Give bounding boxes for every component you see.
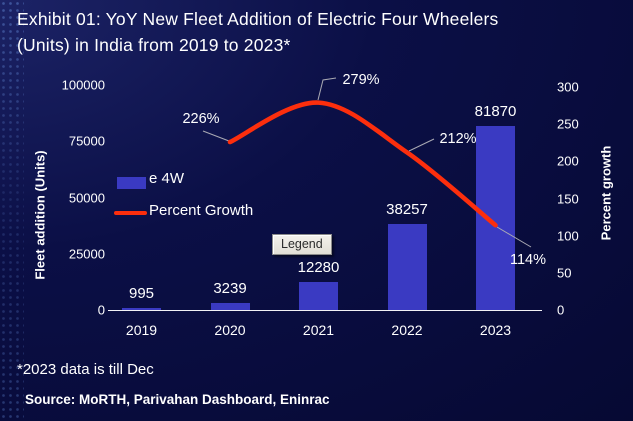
left-axis-tick: 0: [97, 302, 105, 318]
x-axis-label: 2021: [302, 322, 335, 338]
source-line: Source: MoRTH, Parivahan Dashboard, Enin…: [25, 392, 330, 407]
right-axis-title: Percent growth: [598, 145, 614, 241]
left-axis-tick: 100000: [61, 77, 105, 93]
chart-title-line1: Exhibit 01: YoY New Fleet Addition of El…: [17, 9, 499, 29]
left-axis-title: Fleet addition (Units): [32, 150, 48, 280]
annotation-leader: [202, 130, 230, 142]
right-axis-tick: 50: [557, 265, 572, 281]
bar-2019[interactable]: [122, 307, 161, 310]
right-axis-tick: 250: [557, 116, 579, 132]
legend-bar-swatch: [117, 177, 146, 189]
bar-2020[interactable]: [210, 302, 250, 310]
right-axis-tick: 0: [557, 302, 565, 318]
growth-annotation: 114%: [509, 252, 547, 268]
right-axis-tick: 200: [557, 153, 579, 169]
growth-annotation: 279%: [342, 72, 380, 88]
chart-title-line2: (Units) in India from 2019 to 2023*: [17, 35, 291, 55]
annotation-leader: [317, 77, 337, 101]
right-axis-tick: 300: [557, 79, 579, 95]
chart-legend[interactable]: e 4W Percent Growth: [112, 170, 272, 228]
growth-annotation: 212%: [439, 131, 477, 147]
growth-annotation: 226%: [182, 111, 220, 127]
x-axis-line: [108, 310, 542, 312]
bar-value-label: 38257: [386, 200, 428, 218]
right-axis-tick: 150: [557, 191, 579, 207]
legend-hover-tooltip: Legend: [272, 234, 332, 255]
x-axis-label: 2020: [214, 322, 246, 338]
left-axis-tick: 50000: [68, 190, 105, 206]
left-axis-tick: 25000: [68, 246, 105, 262]
bar-value-label: 3239: [213, 279, 247, 297]
annotation-leader: [408, 138, 435, 152]
bar-value-label: 995: [128, 284, 155, 302]
legend-line-label: Percent Growth: [149, 202, 254, 219]
bar-value-label: 12280: [297, 259, 340, 277]
right-axis-tick: 100: [557, 228, 579, 244]
left-axis-tick: 75000: [68, 133, 105, 149]
legend-line-swatch: [114, 211, 147, 215]
x-axis-label: 2019: [125, 322, 158, 338]
decorative-dot-pattern: [0, 0, 24, 421]
x-axis-label: 2022: [391, 322, 423, 338]
bar-value-label: 81870: [474, 102, 517, 120]
chart-title: Exhibit 01: YoY New Fleet Addition of El…: [17, 6, 499, 58]
bar-2021[interactable]: [299, 282, 338, 310]
legend-bar-label: e 4W: [149, 170, 185, 187]
bar-2022[interactable]: [387, 223, 427, 310]
bar-2023[interactable]: [476, 125, 515, 310]
x-axis-label: 2023: [479, 322, 512, 338]
footnote: *2023 data is till Dec: [17, 361, 154, 378]
